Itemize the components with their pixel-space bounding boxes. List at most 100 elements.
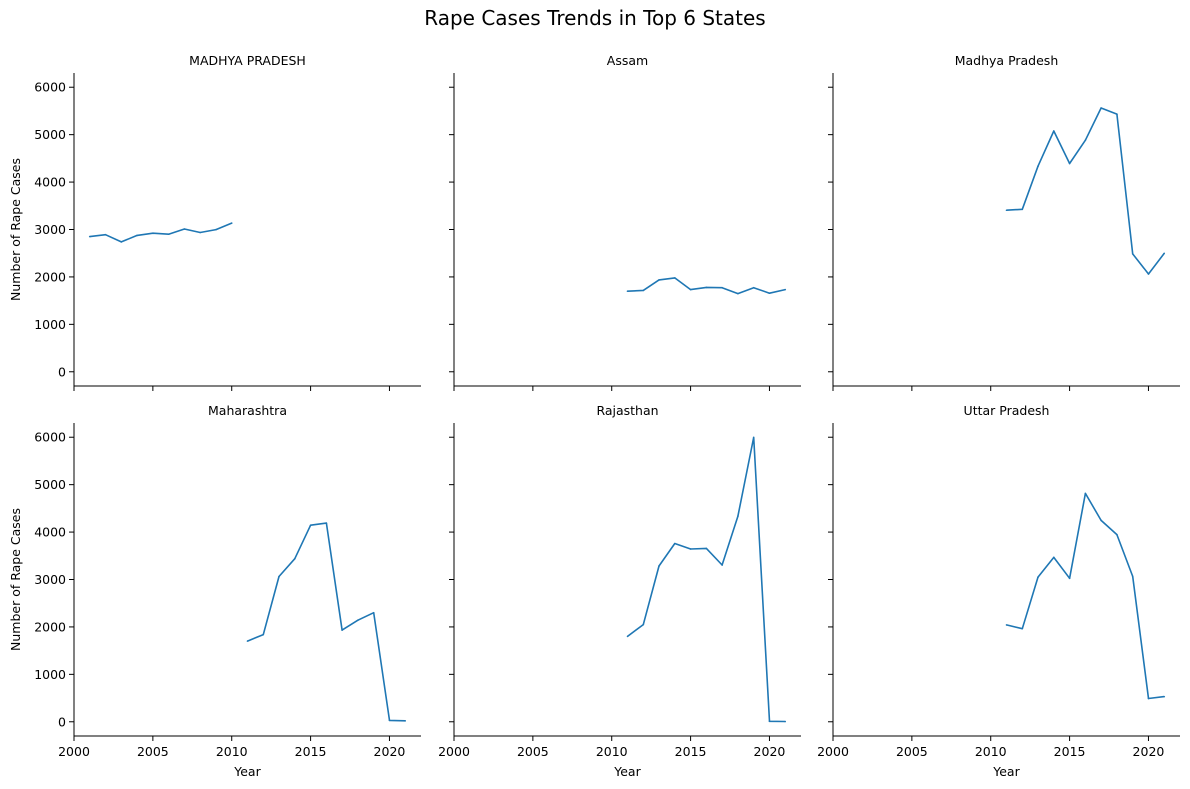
y-tick-label: 6000 xyxy=(34,80,66,95)
data-point xyxy=(1068,162,1071,165)
x-axis-label: Year xyxy=(613,764,641,779)
x-tick-label: 2020 xyxy=(1133,744,1165,759)
data-point xyxy=(689,288,692,291)
data-point xyxy=(784,288,787,291)
y-tick-label: 1000 xyxy=(34,317,66,332)
y-tick-label: 0 xyxy=(58,364,66,379)
y-tick-label: 1000 xyxy=(34,667,66,682)
facet-panel: Maharashtra 0 1000 2000 3000 4000 5000 6000 2000… xyxy=(8,403,421,779)
series-line xyxy=(247,522,406,722)
data-point xyxy=(1037,165,1039,167)
facet-title: Uttar Pradesh xyxy=(964,403,1050,418)
data-point xyxy=(325,522,328,524)
data-point xyxy=(1100,107,1102,109)
data-point xyxy=(246,640,249,642)
data-point xyxy=(88,235,91,238)
y-axis-label: Number of Rape Cases xyxy=(8,508,23,651)
data-point xyxy=(1053,130,1055,132)
data-point xyxy=(309,524,312,527)
data-point xyxy=(658,565,660,567)
data-point xyxy=(626,635,629,638)
data-point xyxy=(1131,253,1134,255)
data-point xyxy=(404,720,407,722)
data-point xyxy=(278,575,280,578)
x-tick-label: 2000 xyxy=(817,744,849,759)
data-point xyxy=(1163,252,1166,255)
data-point xyxy=(1005,209,1008,212)
y-tick-label: 4000 xyxy=(34,525,66,540)
x-tick-label: 2000 xyxy=(58,744,90,759)
data-point xyxy=(215,228,217,231)
data-point xyxy=(294,557,296,560)
data-point xyxy=(721,564,723,566)
x-tick-label: 2000 xyxy=(438,744,470,759)
y-tick-label: 6000 xyxy=(34,430,66,445)
data-point xyxy=(1037,576,1039,578)
y-tick-label: 0 xyxy=(58,714,66,729)
data-point xyxy=(1084,139,1087,142)
data-point xyxy=(768,292,771,294)
facet-title: Rajasthan xyxy=(596,403,658,418)
x-tick-label: 2015 xyxy=(675,744,707,759)
data-point xyxy=(626,290,629,292)
facet-panel: Madhya Pradesh xyxy=(828,53,1180,391)
data-point xyxy=(120,241,123,243)
data-point xyxy=(705,547,708,550)
series-line xyxy=(1006,492,1165,700)
data-point xyxy=(1116,113,1118,115)
y-tick-label: 3000 xyxy=(34,572,66,587)
data-point xyxy=(1147,697,1150,700)
x-axis-label: Year xyxy=(992,764,1020,779)
facet-title: Assam xyxy=(607,53,648,68)
data-point xyxy=(752,436,755,439)
data-point xyxy=(642,289,645,292)
y-tick-label: 5000 xyxy=(34,477,66,492)
data-point xyxy=(674,277,676,279)
data-point xyxy=(1163,695,1166,698)
data-point xyxy=(183,228,186,230)
x-tick-label: 2005 xyxy=(517,744,549,759)
data-point xyxy=(689,548,692,550)
data-point xyxy=(1116,533,1118,536)
data-point xyxy=(1021,627,1024,630)
data-point xyxy=(1053,556,1055,559)
data-point xyxy=(104,233,107,236)
data-point xyxy=(705,286,708,289)
data-point xyxy=(768,720,771,723)
facet-title: Madhya Pradesh xyxy=(955,53,1059,68)
facet-title: Maharashtra xyxy=(208,403,287,418)
data-point xyxy=(152,232,154,235)
data-point xyxy=(372,611,375,614)
data-point xyxy=(658,279,660,281)
data-point xyxy=(262,633,265,636)
data-point xyxy=(341,629,343,631)
data-point xyxy=(230,222,233,224)
facet-panel: MADHYA PRADESH 0 1000 2000 3000 4000 5000 6000 N… xyxy=(8,53,421,391)
data-point xyxy=(642,623,645,626)
y-axis-label: Number of Rape Cases xyxy=(8,158,23,301)
data-point xyxy=(784,720,787,723)
data-point xyxy=(136,234,138,237)
y-tick-label: 4000 xyxy=(34,175,66,190)
x-tick-label: 2020 xyxy=(374,744,406,759)
x-tick-label: 2020 xyxy=(754,744,786,759)
data-point xyxy=(1068,577,1071,580)
y-tick-label: 2000 xyxy=(34,619,66,634)
x-tick-label: 2015 xyxy=(1054,744,1086,759)
series-line xyxy=(89,222,233,243)
data-point xyxy=(1084,492,1087,495)
data-point xyxy=(167,233,170,236)
x-tick-label: 2005 xyxy=(896,744,928,759)
data-point xyxy=(1005,624,1008,626)
data-point xyxy=(357,619,359,621)
data-point xyxy=(721,286,723,289)
series-line xyxy=(627,436,786,723)
facet-panel: Uttar Pradesh 2000 2005 2010 2015 2020 Year xyxy=(817,403,1180,779)
series-line xyxy=(627,277,786,295)
data-point xyxy=(737,292,739,295)
series-line xyxy=(1006,107,1165,275)
data-point xyxy=(1131,575,1134,578)
x-axis-label: Year xyxy=(233,764,261,779)
x-tick-label: 2010 xyxy=(596,744,628,759)
